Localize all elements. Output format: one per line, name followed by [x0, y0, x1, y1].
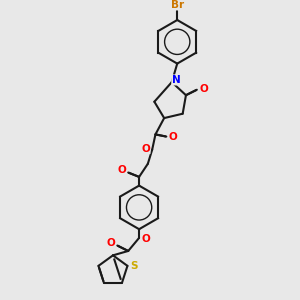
Text: O: O [199, 84, 208, 94]
Text: O: O [169, 132, 177, 142]
Text: O: O [141, 144, 150, 154]
Text: S: S [130, 261, 138, 271]
Text: O: O [117, 165, 126, 176]
Text: N: N [172, 75, 181, 85]
Text: O: O [106, 238, 115, 248]
Text: O: O [141, 234, 150, 244]
Text: Br: Br [171, 0, 184, 10]
